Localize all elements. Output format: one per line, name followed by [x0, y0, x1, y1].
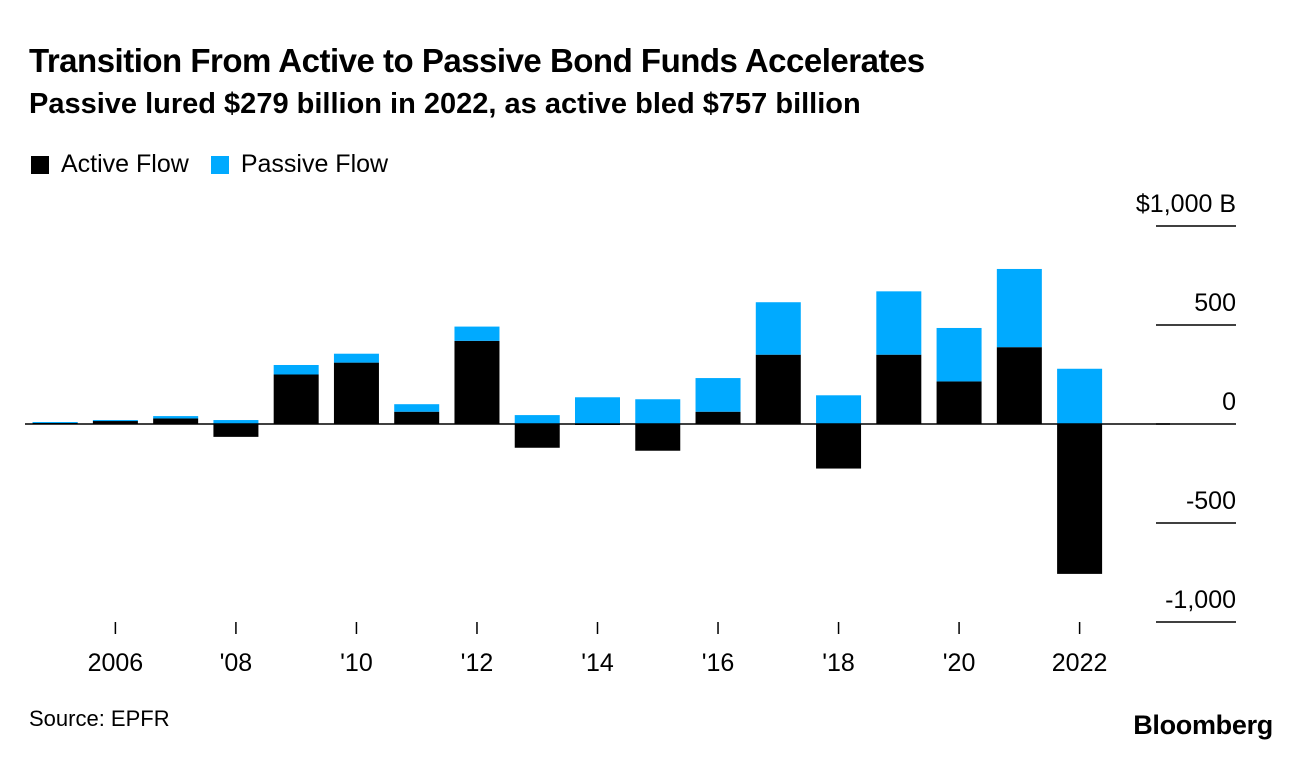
bar-passive-2012: [454, 326, 500, 341]
bar-passive-2017: [755, 302, 801, 355]
bar-active-2012: [454, 340, 500, 424]
y-tick-label: -500: [1186, 487, 1236, 515]
bar-passive-2007: [153, 416, 199, 419]
x-tick-label: '18: [822, 649, 855, 677]
bar-active-2011: [394, 411, 440, 424]
bar-active-2018: [816, 424, 862, 469]
chart-subtitle: Passive lured $279 billion in 2022, as a…: [29, 88, 861, 120]
bar-passive-2011: [394, 404, 440, 412]
bar-passive-2014: [575, 397, 620, 424]
y-tick-label: $1,000 B: [1136, 190, 1236, 218]
bar-passive-2018: [816, 395, 862, 424]
legend: Active Flow Passive Flow: [31, 150, 410, 179]
bar-passive-2015: [635, 399, 681, 424]
bar-passive-2022: [1057, 368, 1103, 424]
x-tick-label: '12: [461, 649, 494, 677]
legend-item-active: Active Flow: [31, 150, 189, 179]
x-tick-label: 2022: [1052, 649, 1108, 677]
bar-active-2013: [514, 424, 560, 448]
bar-active-2020: [936, 381, 982, 424]
bar-passive-2009: [273, 364, 319, 375]
bar-active-2016: [695, 411, 741, 424]
bar-active-2015: [635, 424, 681, 451]
x-tick-label: 2006: [88, 649, 144, 677]
bar-passive-2010: [333, 353, 379, 363]
bar-active-2008: [213, 424, 259, 437]
legend-item-passive: Passive Flow: [210, 150, 389, 179]
bar-active-2017: [755, 354, 801, 424]
bar-passive-2005: [32, 422, 78, 424]
bar-passive-2013: [514, 415, 560, 424]
bar-active-2022: [1057, 424, 1103, 574]
chart-area: $1,000 B 500 0 -500 -1,000 2006 '08 '10 '12 '14 '1…: [25, 190, 1236, 677]
x-tick-label: '20: [943, 649, 976, 677]
bar-active-2019: [876, 354, 922, 424]
bar-passive-2019: [876, 291, 922, 355]
bar-active-2010: [333, 362, 379, 424]
x-tick-label: '14: [581, 649, 614, 677]
y-tick-label: 500: [1194, 289, 1236, 317]
bar-active-2006: [92, 421, 138, 424]
y-tick-label: 0: [1222, 388, 1236, 416]
bar-passive-2021: [996, 268, 1042, 348]
legend-swatch-active: [31, 155, 49, 174]
bar-passive-2016: [695, 378, 741, 412]
legend-swatch-passive: [210, 155, 229, 174]
chart-title: Transition From Active to Passive Bond F…: [29, 42, 925, 79]
bar-active-2007: [153, 418, 199, 424]
bloomberg-logo: Bloomberg: [1133, 710, 1273, 740]
x-tick-label: '08: [220, 649, 253, 677]
bar-active-2021: [996, 347, 1042, 424]
bar-passive-2020: [936, 327, 982, 382]
source-note: Source: EPFR: [29, 706, 170, 731]
bar-active-2005: [32, 422, 78, 424]
bar-passive-2006: [92, 420, 138, 422]
legend-label-passive: Passive Flow: [240, 150, 389, 178]
x-tick-label: '10: [340, 649, 373, 677]
legend-label-active: Active Flow: [61, 150, 189, 178]
bar-active-2009: [273, 374, 319, 424]
y-tick-label: -1,000: [1165, 586, 1236, 614]
x-tick-label: '16: [702, 649, 735, 677]
bar-passive-2008: [213, 420, 259, 424]
